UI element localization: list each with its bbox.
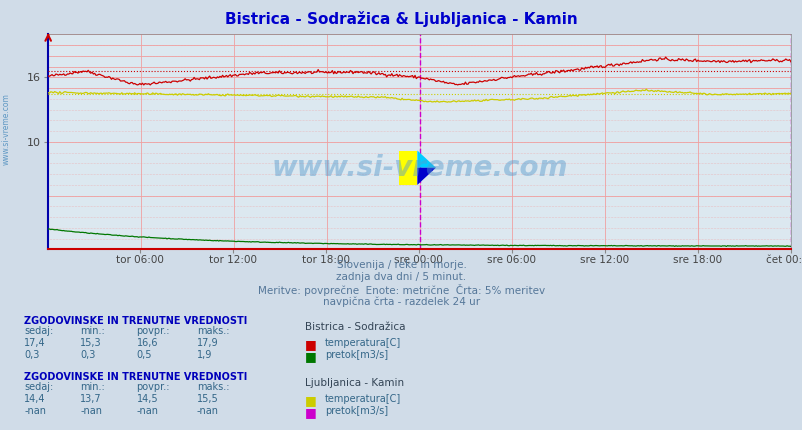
Polygon shape — [417, 150, 435, 168]
Text: 17,4: 17,4 — [24, 338, 46, 347]
Polygon shape — [417, 168, 435, 185]
Text: 15,5: 15,5 — [196, 394, 218, 404]
Bar — [399, 150, 417, 185]
Text: min.:: min.: — [80, 382, 105, 392]
Text: 16,6: 16,6 — [136, 338, 158, 347]
Text: min.:: min.: — [80, 326, 105, 335]
Text: -nan: -nan — [136, 406, 158, 416]
Text: maks.:: maks.: — [196, 382, 229, 392]
Text: povpr.:: povpr.: — [136, 382, 170, 392]
Text: povpr.:: povpr.: — [136, 326, 170, 335]
Text: 15,3: 15,3 — [80, 338, 102, 347]
Text: maks.:: maks.: — [196, 326, 229, 335]
Text: Meritve: povprečne  Enote: metrične  Črta: 5% meritev: Meritve: povprečne Enote: metrične Črta:… — [257, 284, 545, 296]
Text: ■: ■ — [305, 406, 317, 419]
Text: temperatura[C]: temperatura[C] — [325, 394, 401, 404]
Text: ■: ■ — [305, 338, 317, 350]
Text: Bistrica - Sodražica: Bistrica - Sodražica — [305, 322, 405, 332]
Text: -nan: -nan — [196, 406, 218, 416]
Text: www.si-vreme.com: www.si-vreme.com — [271, 154, 567, 182]
Text: 14,4: 14,4 — [24, 394, 46, 404]
Text: 13,7: 13,7 — [80, 394, 102, 404]
Text: zadnja dva dni / 5 minut.: zadnja dva dni / 5 minut. — [336, 272, 466, 282]
Text: pretok[m3/s]: pretok[m3/s] — [325, 406, 388, 416]
Text: 17,9: 17,9 — [196, 338, 218, 347]
Text: sedaj:: sedaj: — [24, 326, 53, 335]
Text: Slovenija / reke in morje.: Slovenija / reke in morje. — [336, 260, 466, 270]
Text: -nan: -nan — [80, 406, 102, 416]
Text: 0,3: 0,3 — [24, 350, 39, 359]
Text: 1,9: 1,9 — [196, 350, 212, 359]
Text: temperatura[C]: temperatura[C] — [325, 338, 401, 347]
Text: Bistrica - Sodražica & Ljubljanica - Kamin: Bistrica - Sodražica & Ljubljanica - Kam… — [225, 11, 577, 27]
Text: ■: ■ — [305, 350, 317, 362]
Text: Ljubljanica - Kamin: Ljubljanica - Kamin — [305, 378, 403, 388]
Text: navpična črta - razdelek 24 ur: navpična črta - razdelek 24 ur — [322, 296, 480, 307]
Text: ZGODOVINSKE IN TRENUTNE VREDNOSTI: ZGODOVINSKE IN TRENUTNE VREDNOSTI — [24, 316, 247, 326]
Text: 0,5: 0,5 — [136, 350, 152, 359]
Text: www.si-vreme.com: www.si-vreme.com — [2, 93, 11, 165]
Text: sedaj:: sedaj: — [24, 382, 53, 392]
Text: ZGODOVINSKE IN TRENUTNE VREDNOSTI: ZGODOVINSKE IN TRENUTNE VREDNOSTI — [24, 372, 247, 382]
Text: 14,5: 14,5 — [136, 394, 158, 404]
Text: pretok[m3/s]: pretok[m3/s] — [325, 350, 388, 359]
Text: ■: ■ — [305, 394, 317, 407]
Text: 0,3: 0,3 — [80, 350, 95, 359]
Text: -nan: -nan — [24, 406, 46, 416]
